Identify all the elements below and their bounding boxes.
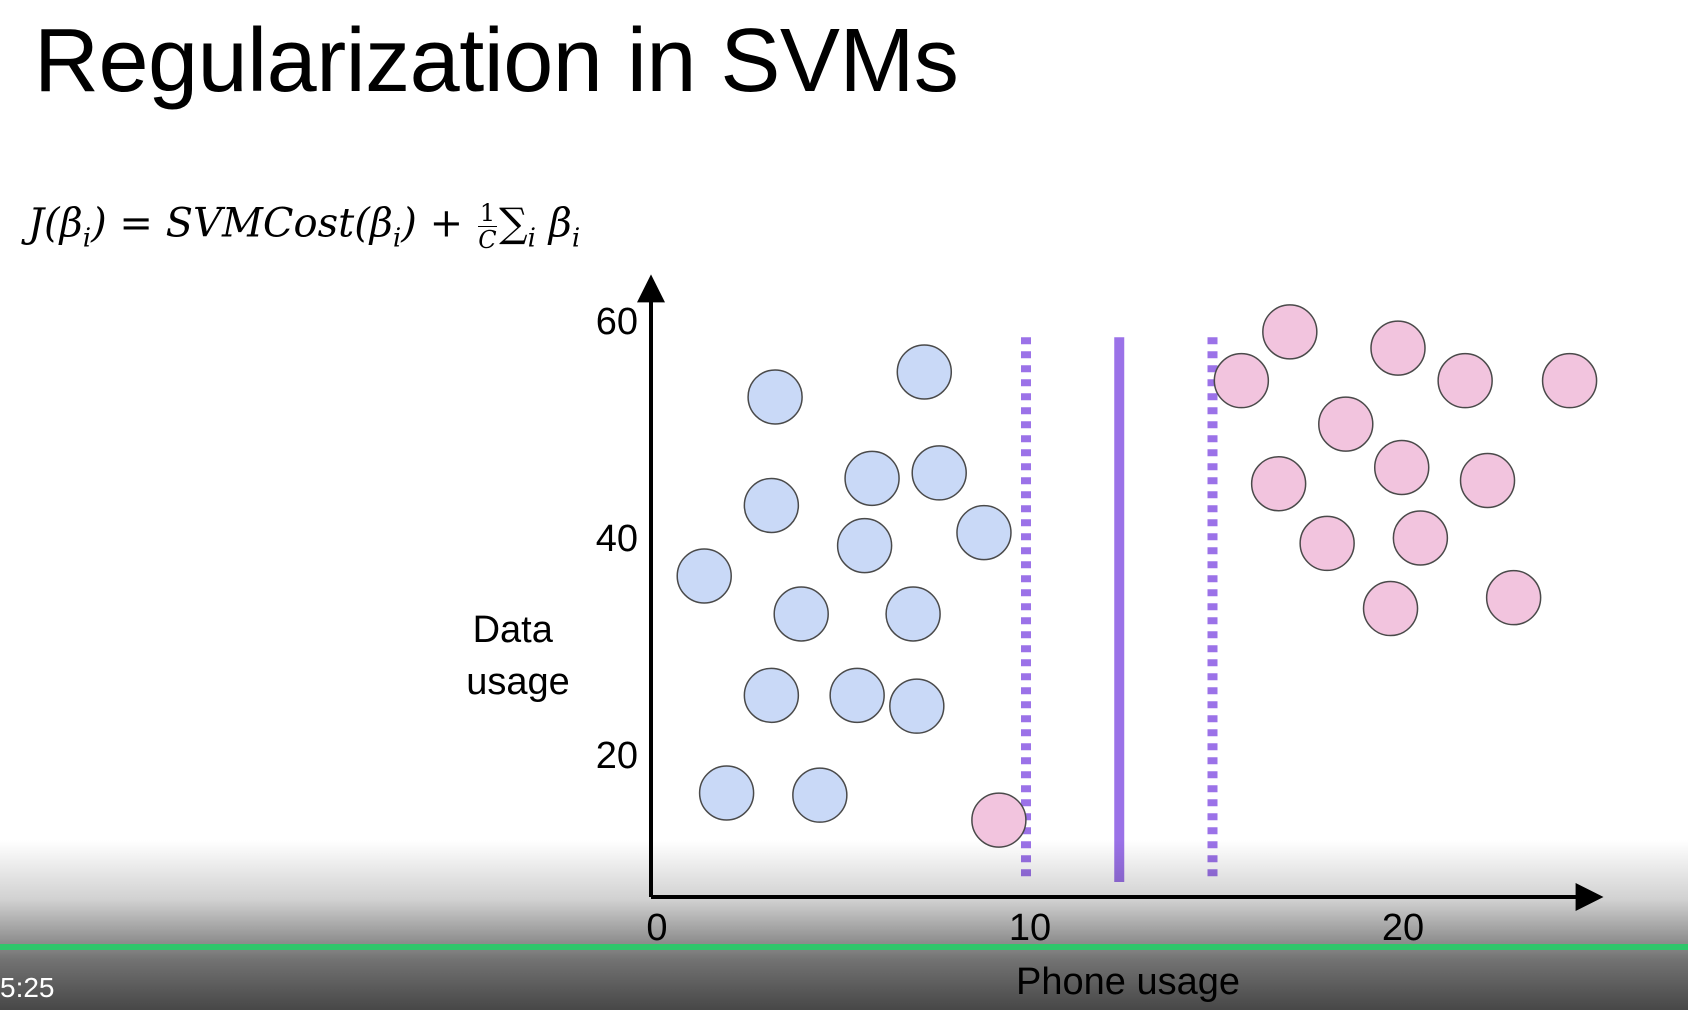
- point-class-a-4: [773, 586, 829, 642]
- y-axis-label-line-2: usage: [466, 661, 570, 703]
- point-class-b-11: [1437, 352, 1493, 409]
- tick-labels-group: 0 10 20 20 40 60: [596, 301, 1424, 949]
- x-tick-label-0: 0: [646, 907, 667, 949]
- point-class-a-14: [911, 445, 967, 501]
- formula-lhs-close: ): [91, 200, 107, 247]
- point-class-a-11: [885, 586, 941, 642]
- formula-sum-subscript: i: [527, 223, 536, 254]
- formula-cost-subscript: i: [392, 223, 402, 254]
- point-class-a-7: [792, 767, 848, 823]
- x-tick-label-20: 20: [1382, 907, 1424, 949]
- point-class-b-8: [1373, 439, 1430, 496]
- point-class-a-10: [844, 450, 900, 507]
- data-points-group: [676, 304, 1598, 848]
- x-tick-label-10: 10: [1009, 907, 1051, 949]
- point-class-b-7: [1370, 320, 1426, 376]
- progress-bar-fill: [0, 944, 1688, 950]
- point-class-a-6: [698, 765, 755, 821]
- point-class-b-14: [1541, 352, 1598, 409]
- y-tick-label-60: 60: [596, 301, 638, 343]
- point-class-a-9: [836, 517, 893, 574]
- formula-fraction-numerator: 1: [477, 199, 498, 227]
- formula-equals: =: [106, 200, 166, 247]
- formula-cost-close: ): [401, 200, 417, 247]
- point-class-b-3: [1250, 456, 1307, 512]
- point-class-b-13: [1485, 569, 1542, 626]
- formula-fraction-denominator: C: [478, 226, 497, 254]
- cost-formula: J(βi) = SVMCost(βi) + 1 C ∑i βi: [28, 200, 580, 254]
- y-axis-label-line-1: Data: [473, 609, 554, 651]
- x-axis-label: Phone usage: [1016, 961, 1240, 1003]
- formula-lhs: J(β: [28, 200, 83, 247]
- y-tick-label-40: 40: [596, 518, 638, 560]
- point-class-a-3: [743, 477, 800, 534]
- point-class-b-6: [1318, 396, 1374, 452]
- point-class-a-5: [743, 667, 800, 724]
- progress-bar[interactable]: [0, 944, 1688, 950]
- point-class-b-10: [1392, 510, 1449, 566]
- formula-lhs-subscript: i: [82, 223, 92, 254]
- formula-cost: SVMCost(β: [165, 200, 393, 247]
- slide-title: Regularization in SVMs: [34, 11, 959, 111]
- point-class-a-1: [676, 548, 732, 604]
- formula-sum-symbol: ∑: [499, 200, 528, 247]
- point-class-b-4: [1262, 304, 1318, 360]
- point-class-a-12: [889, 678, 945, 734]
- point-class-b-9: [1362, 580, 1419, 637]
- point-class-a-15: [956, 504, 1012, 561]
- point-class-a-8: [829, 667, 885, 724]
- formula-beta: β: [535, 200, 572, 247]
- formula-beta-subscript: i: [571, 223, 581, 254]
- time-display: 5:25: [0, 972, 55, 1003]
- y-axis-label: Data usage: [466, 609, 570, 703]
- margin-lines-group: [1021, 337, 1218, 882]
- point-class-a-2: [747, 369, 803, 425]
- formula-plus: +: [416, 200, 476, 247]
- point-class-b-5: [1299, 515, 1355, 572]
- y-tick-label-20: 20: [596, 735, 638, 777]
- point-class-b-12: [1459, 452, 1516, 509]
- point-class-b-2: [1213, 352, 1270, 409]
- point-class-b-1: [971, 792, 1027, 848]
- point-class-a-13: [896, 344, 953, 400]
